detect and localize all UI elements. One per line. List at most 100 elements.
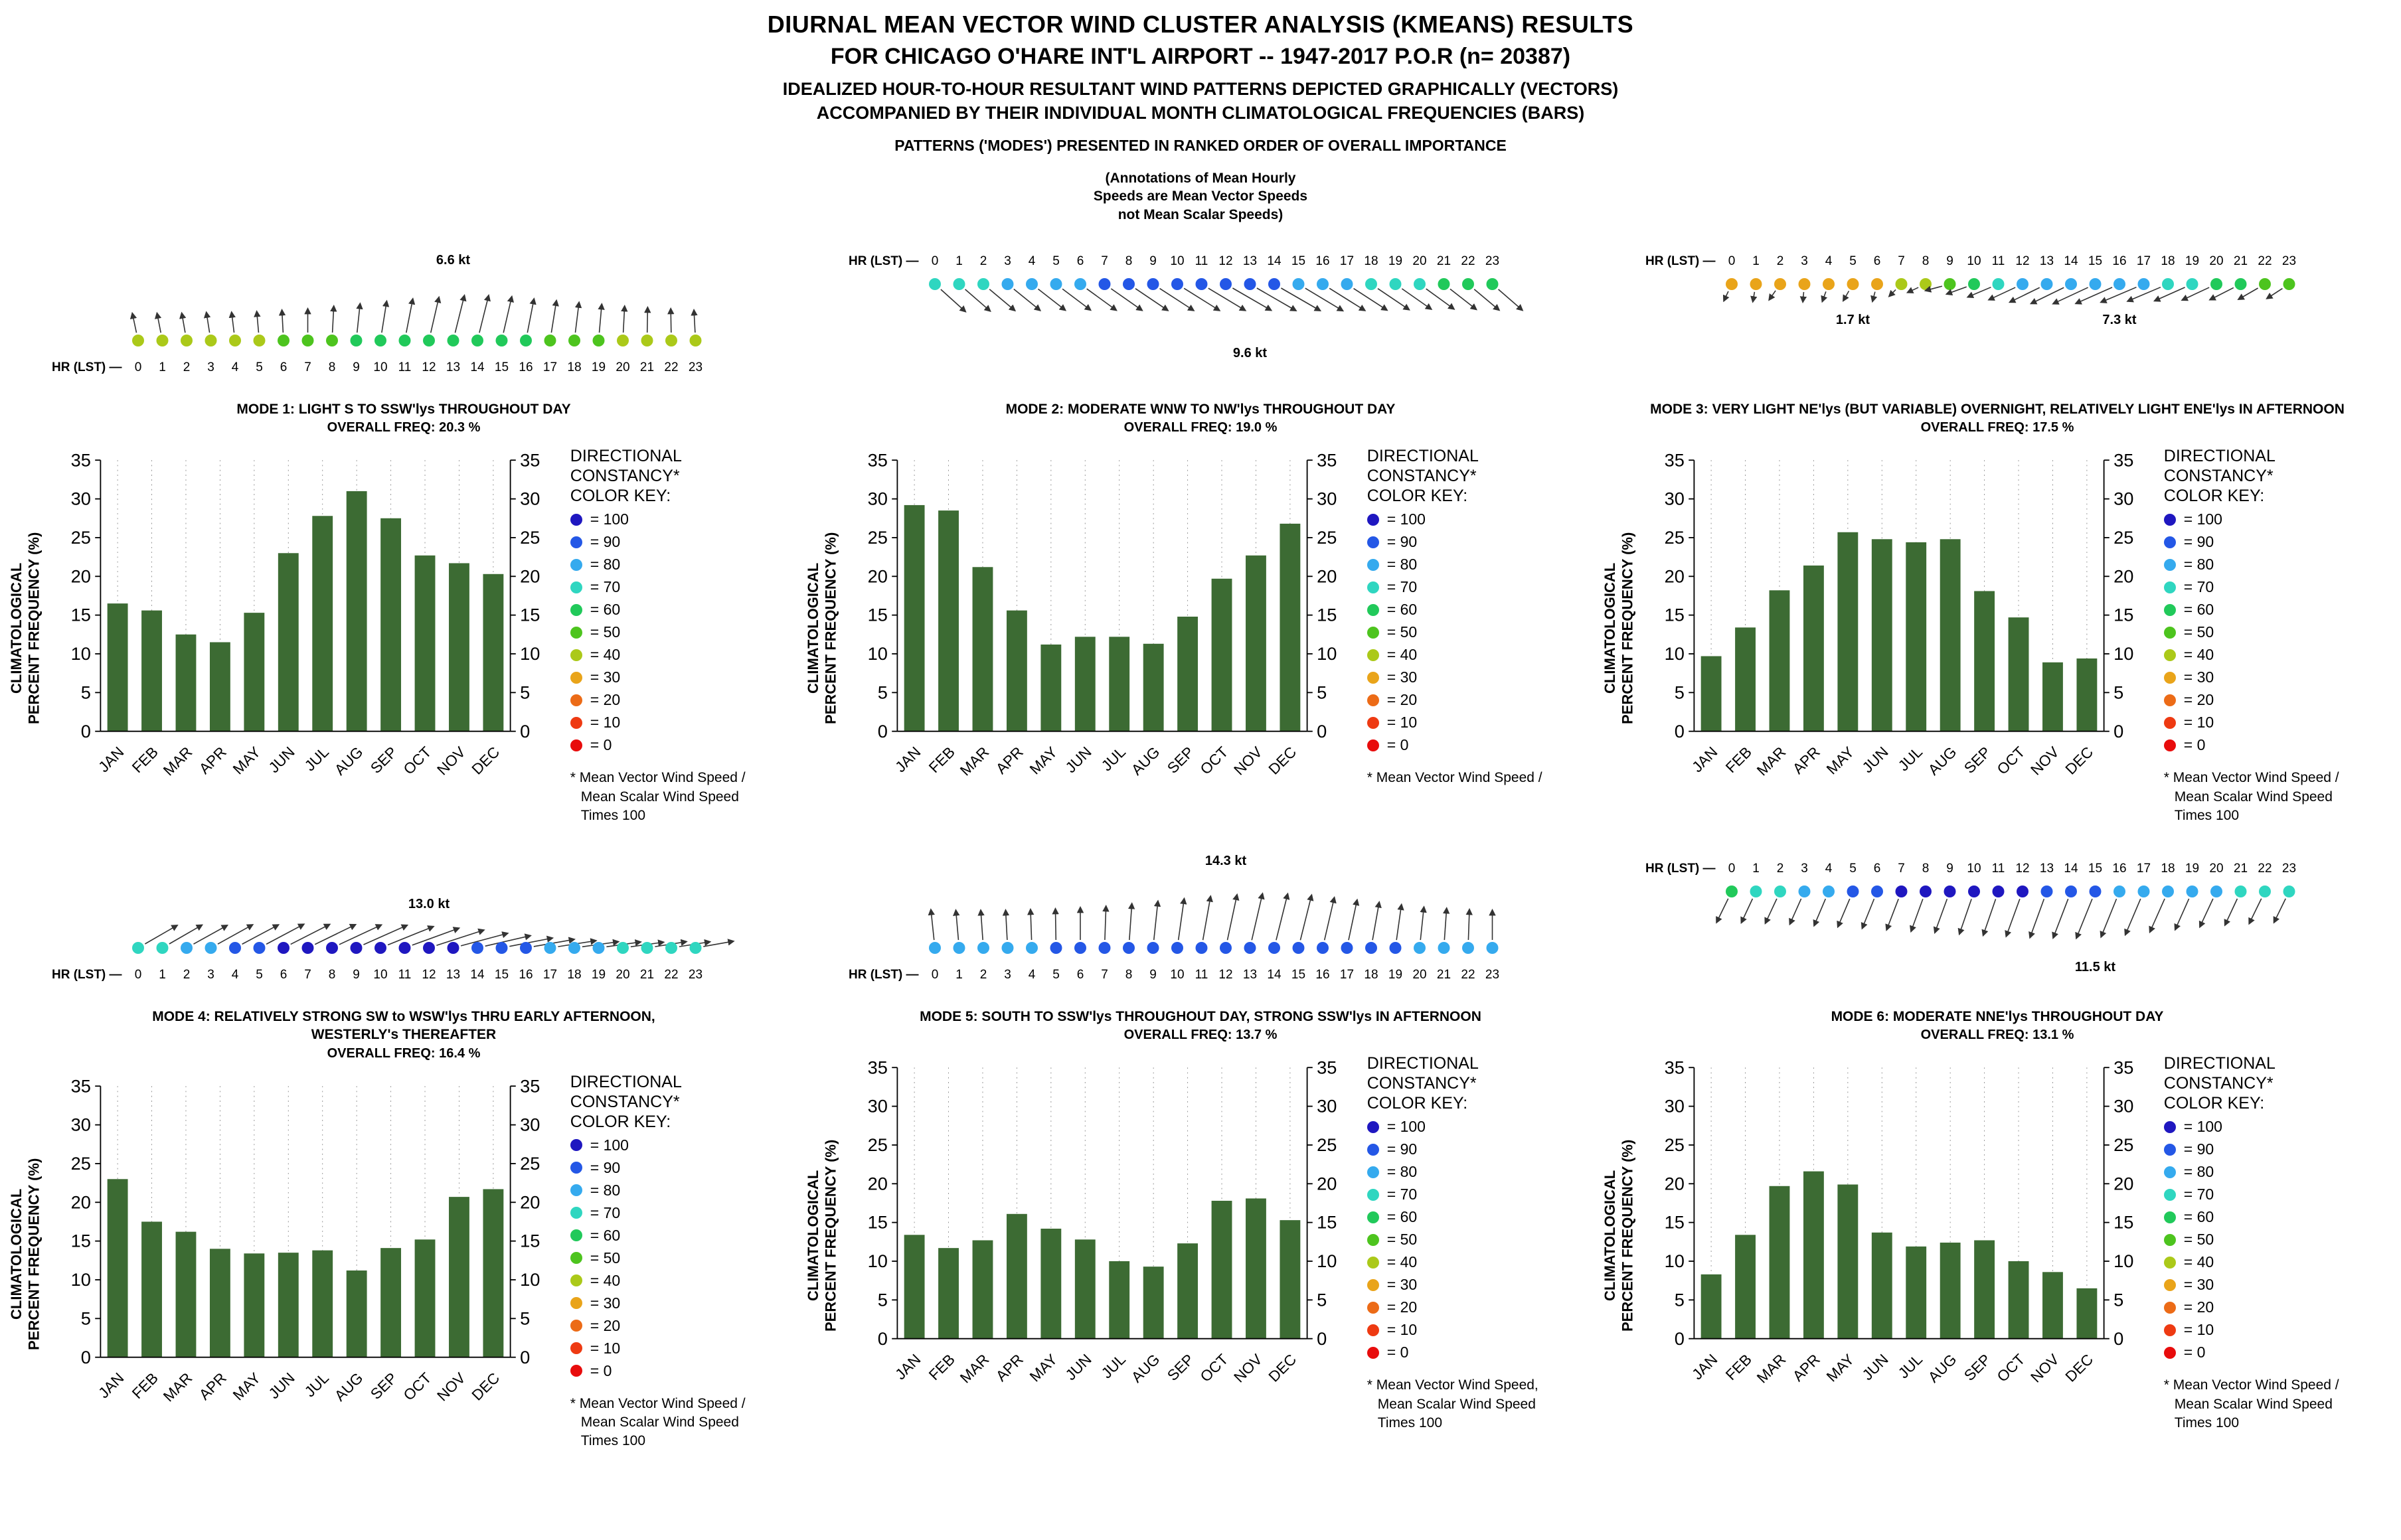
hour-dot xyxy=(1992,886,2005,898)
y-tick-label-right: 20 xyxy=(520,1192,540,1212)
freq-bar xyxy=(209,1249,230,1357)
speed-annotation: 1.7 kt xyxy=(1836,313,1870,327)
color-key-dot xyxy=(570,671,582,684)
y-tick-label-right: 5 xyxy=(520,1308,530,1328)
wind-vector-arrow xyxy=(1329,287,1366,311)
color-key-entry: = 0 xyxy=(570,736,746,754)
hour-dot xyxy=(495,942,508,955)
color-key-entry: = 70 xyxy=(1366,1186,1538,1203)
hour-label: 18 xyxy=(1364,968,1378,982)
hour-label: 12 xyxy=(422,360,436,374)
color-key-entry: = 100 xyxy=(2163,1118,2339,1136)
freq-bar xyxy=(2076,658,2098,732)
hour-dot xyxy=(665,334,677,346)
y-tick-label-left: 15 xyxy=(70,1230,90,1251)
y-tick-label-right: 5 xyxy=(2113,682,2123,703)
color-key-value: = 60 xyxy=(590,601,621,619)
hour-dot xyxy=(1026,277,1038,290)
hour-label: 6 xyxy=(280,360,288,374)
color-key-dot xyxy=(570,1139,582,1152)
hour-dot xyxy=(977,942,989,955)
color-key-title-line: CONSTANCY* xyxy=(1366,467,1477,486)
hour-label: 13 xyxy=(446,360,460,374)
freq-bar xyxy=(1700,1274,1722,1340)
color-key-dot xyxy=(2163,716,2176,729)
wind-vector-arrow xyxy=(1740,898,1754,925)
hour-dot xyxy=(1944,886,1956,898)
wind-vector-arrow xyxy=(965,289,991,312)
freq-bar xyxy=(1109,1261,1129,1340)
y-tick-label-left: 15 xyxy=(1664,1212,1684,1233)
freq-bar xyxy=(2076,1288,2098,1340)
freq-bar xyxy=(107,1179,128,1357)
y-tick-label-left: 35 xyxy=(1664,1057,1684,1078)
hour-label: 6 xyxy=(280,968,288,982)
wind-vector-arrow xyxy=(703,939,735,947)
color-key-value: = 90 xyxy=(590,533,621,551)
hour-dot xyxy=(1486,942,1499,955)
hour-label: 16 xyxy=(519,968,533,982)
footnote: * Mean Vector Wind Speed, Mean Scalar Win… xyxy=(1367,1376,1538,1432)
wind-vector-arrow xyxy=(485,933,532,947)
y-tick-label-right: 30 xyxy=(520,1114,540,1134)
hour-dot xyxy=(1726,277,1738,290)
color-key-entry: = 90 xyxy=(2163,1140,2339,1158)
y-tick-label-left: 0 xyxy=(81,721,91,741)
color-key-entry: = 20 xyxy=(1366,691,1542,709)
annotation-note: (Annotations of Mean Hourly Speeds are M… xyxy=(0,169,2401,224)
color-key: DIRECTIONAL CONSTANCY* COLOR KEY: = 100 = 90… xyxy=(2163,1049,2339,1432)
color-key-value: = 0 xyxy=(2183,1344,2206,1361)
hour-dot xyxy=(665,942,677,955)
wind-vector-arrow xyxy=(1256,287,1297,311)
hour-label: 3 xyxy=(207,968,214,982)
color-key-value: = 10 xyxy=(590,714,621,732)
month-label: MAY xyxy=(1823,743,1857,778)
hour-dot xyxy=(398,334,411,346)
wind-vector-arrow xyxy=(2237,287,2259,300)
y-tick-label-right: 15 xyxy=(1317,1212,1337,1233)
wind-vector-arrow xyxy=(989,288,1017,312)
hour-label: 23 xyxy=(689,968,703,982)
wind-vector-arrow xyxy=(254,309,261,333)
color-key-dot xyxy=(570,694,582,706)
color-key-title-line: COLOR KEY: xyxy=(2163,487,2265,506)
y-tick-label-right: 0 xyxy=(2113,1328,2123,1349)
hour-dot xyxy=(1847,886,1859,898)
speed-annotation: 13.0 kt xyxy=(408,897,450,911)
color-key-entry: = 20 xyxy=(2163,1298,2339,1316)
hour-dot xyxy=(544,942,556,955)
month-label: MAR xyxy=(1753,1351,1789,1387)
y-tick-label-left: 30 xyxy=(1664,489,1684,509)
wind-vector-strip: HR (LST) —0 1 2 3 4 5 6 7 8 9 10 11 12 13 14 15 16 17 18 19… xyxy=(8,234,799,400)
wind-vector-arrow xyxy=(1966,286,1991,298)
y-tick-label-right: 5 xyxy=(1317,1290,1327,1310)
hour-label: 21 xyxy=(2234,862,2248,876)
color-key-entry: = 0 xyxy=(570,1362,746,1380)
color-key-entry: = 10 xyxy=(2163,714,2339,732)
color-key-entry: = 0 xyxy=(2163,736,2339,754)
freq-bar xyxy=(1906,1247,1926,1340)
freq-bar xyxy=(1177,1243,1198,1340)
color-key-entry: = 70 xyxy=(570,578,746,596)
hour-label: 4 xyxy=(1825,254,1833,268)
y-tick-label-right: 5 xyxy=(2113,1290,2123,1310)
y-tick-label-left: 5 xyxy=(1675,682,1685,703)
hour-label: 1 xyxy=(955,968,963,982)
hour-label: 20 xyxy=(1412,968,1426,982)
month-label: FEB xyxy=(1722,743,1755,777)
hour-label: 14 xyxy=(470,360,485,374)
wind-vector-arrow xyxy=(412,927,461,946)
color-key-dot xyxy=(1366,1346,1379,1359)
hour-label: 3 xyxy=(1801,254,1808,268)
hour-label: 8 xyxy=(1922,254,1930,268)
freq-bar xyxy=(2008,1261,2029,1340)
color-key-entry: = 80 xyxy=(2163,1163,2339,1181)
wind-vector-arrow xyxy=(1842,290,1850,302)
freq-bar xyxy=(414,555,436,732)
wind-vector-strip-svg: HR (LST) —0 1 2 3 4 5 6 7 8 9 10 11 12 13 14 15 16 17 18 19… xyxy=(1645,254,2296,327)
y-tick-label-right: 15 xyxy=(1317,605,1337,625)
hour-label: 11 xyxy=(398,360,412,374)
month-label: SEP xyxy=(1960,743,1993,777)
y-tick-label-right: 0 xyxy=(1317,1328,1327,1349)
color-key-value: = 90 xyxy=(1386,1140,1418,1158)
